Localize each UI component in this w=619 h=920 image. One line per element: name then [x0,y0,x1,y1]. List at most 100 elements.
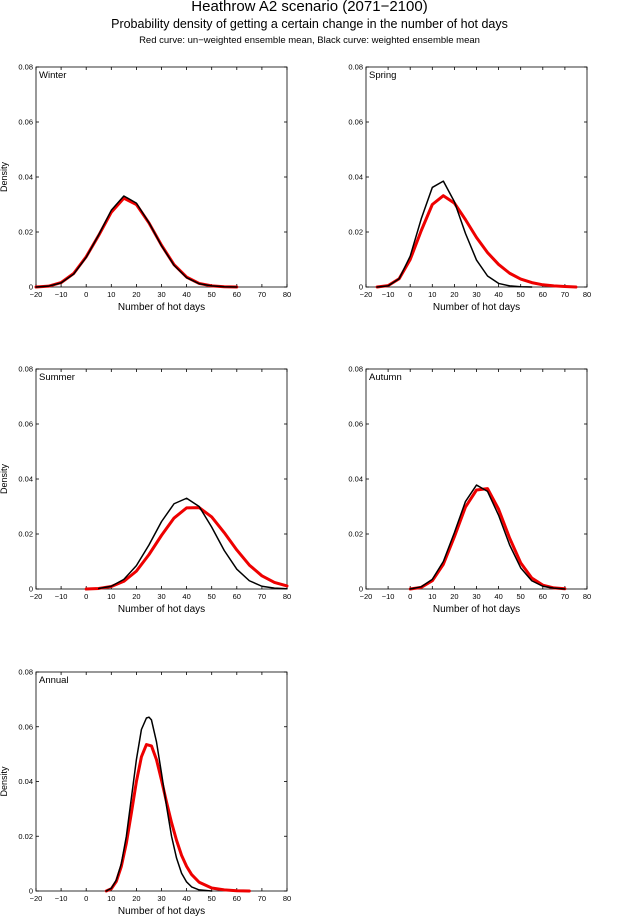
x-tick-label: 40 [182,290,190,299]
x-tick-label: 80 [283,894,291,903]
x-tick-label: 30 [157,592,165,601]
panel-winter: −20 −10 0 10 20 30 40 50 60 70 80 0 0.02 0.04 0.06 0.08… [0,63,291,314]
panel-label: Spring [369,70,396,81]
panel-annual: −20 −10 0 10 20 30 40 50 60 70 80 0 0.02 0.04 0.06 0.08… [0,668,291,918]
y-tick-label: 0.02 [348,228,363,237]
weighted-mean-curve [409,484,566,590]
panel-label: Annual [39,675,69,686]
x-tick-label: 30 [157,290,165,299]
y-tick-label: 0.08 [18,365,33,374]
x-tick-label: 0 [84,894,88,903]
x-tick-label: 10 [428,592,436,601]
panel-spring: −20 −10 0 10 20 30 40 50 60 70 80 0 0.02 0.04 0.06 0.08… [348,63,591,314]
x-tick-label: 0 [408,592,412,601]
x-tick-label: 10 [107,592,115,601]
x-tick-label: 80 [283,290,291,299]
y-tick-label: 0.02 [18,530,33,539]
x-tick-label: 20 [450,592,458,601]
x-axis-label: Number of hot days [118,906,205,917]
unweighted-mean-curve [34,196,239,289]
x-tick-label: 50 [208,894,216,903]
x-tick-label: 10 [107,290,115,299]
x-tick-label: 60 [233,290,241,299]
plot-frame [35,368,288,590]
panel-label: Summer [39,372,75,383]
x-tick-label: 80 [583,290,591,299]
x-tick-label: 10 [428,290,436,299]
x-tick-label: 40 [494,290,502,299]
x-tick-label: 70 [258,290,266,299]
y-tick-label: 0.04 [18,173,33,182]
chart-title: Heathrow A2 scenario (2071−2100) [191,0,428,15]
x-tick-label: 40 [182,894,190,903]
unweighted-mean-curve [408,487,567,591]
y-tick-label: 0.04 [18,475,33,484]
plot-frame [35,66,288,288]
y-tick-label: 0.06 [18,722,33,731]
x-tick-label: 40 [182,592,190,601]
panel-label: Autumn [369,372,402,383]
x-tick-label: 0 [84,290,88,299]
x-tick-label: 50 [517,290,525,299]
plot-frame [365,368,588,590]
panel-label: Winter [39,70,66,81]
x-tick-label: 20 [132,894,140,903]
x-tick-label: 80 [583,592,591,601]
x-tick-label: 30 [472,592,480,601]
y-axis-label: Density [0,463,9,494]
x-tick-label: −20 [360,290,373,299]
x-tick-label: 60 [539,290,547,299]
y-axis-label: Density [0,161,9,192]
plot-frame [365,66,588,288]
x-tick-label: 60 [233,894,241,903]
unweighted-mean-curve [84,506,289,591]
x-tick-label: 20 [132,290,140,299]
x-tick-label: 70 [258,592,266,601]
y-tick-label: 0.04 [18,777,33,786]
weighted-mean-curve [35,195,238,288]
y-tick-label: 0.06 [348,420,363,429]
y-tick-label: 0 [29,585,33,594]
x-tick-label: 0 [408,290,412,299]
x-tick-label: 60 [539,592,547,601]
x-tick-label: −10 [382,592,395,601]
x-tick-label: 30 [472,290,480,299]
y-tick-label: 0.08 [348,63,363,72]
x-tick-label: 10 [107,894,115,903]
y-tick-label: 0.08 [18,63,33,72]
x-tick-label: 70 [561,592,569,601]
x-tick-label: 30 [157,894,165,903]
x-tick-label: 50 [208,290,216,299]
y-tick-label: 0 [29,283,33,292]
x-tick-label: −20 [30,290,43,299]
x-tick-label: 20 [450,290,458,299]
y-axis-label: Density [0,766,9,797]
y-tick-label: 0.02 [348,530,363,539]
x-tick-label: −10 [55,592,68,601]
x-tick-label: 80 [283,592,291,601]
x-axis-label: Number of hot days [433,604,520,615]
unweighted-mean-curve [375,194,578,289]
y-tick-label: 0.06 [18,420,33,429]
unweighted-mean-curve [104,743,251,893]
weighted-mean-curve [376,180,533,288]
x-tick-label: −10 [55,290,68,299]
x-tick-label: −20 [30,894,43,903]
legend-note: Red curve: un−weighted ensemble mean, Bl… [139,35,480,46]
x-axis-label: Number of hot days [118,302,205,313]
x-tick-label: 70 [561,290,569,299]
x-tick-label: −10 [382,290,395,299]
weighted-mean-curve [98,497,288,590]
weighted-mean-curve [105,716,213,892]
y-tick-label: 0.08 [18,668,33,677]
y-tick-label: 0.08 [348,365,363,374]
y-tick-label: 0 [359,283,363,292]
x-tick-label: 50 [517,592,525,601]
panel-summer: −20 −10 0 10 20 30 40 50 60 70 80 0 0.02 0.04 0.06 0.08… [0,365,291,616]
x-tick-label: −20 [30,592,43,601]
y-tick-label: 0 [29,887,33,896]
x-tick-label: 50 [208,592,216,601]
x-axis-label: Number of hot days [433,302,520,313]
x-tick-label: 60 [233,592,241,601]
